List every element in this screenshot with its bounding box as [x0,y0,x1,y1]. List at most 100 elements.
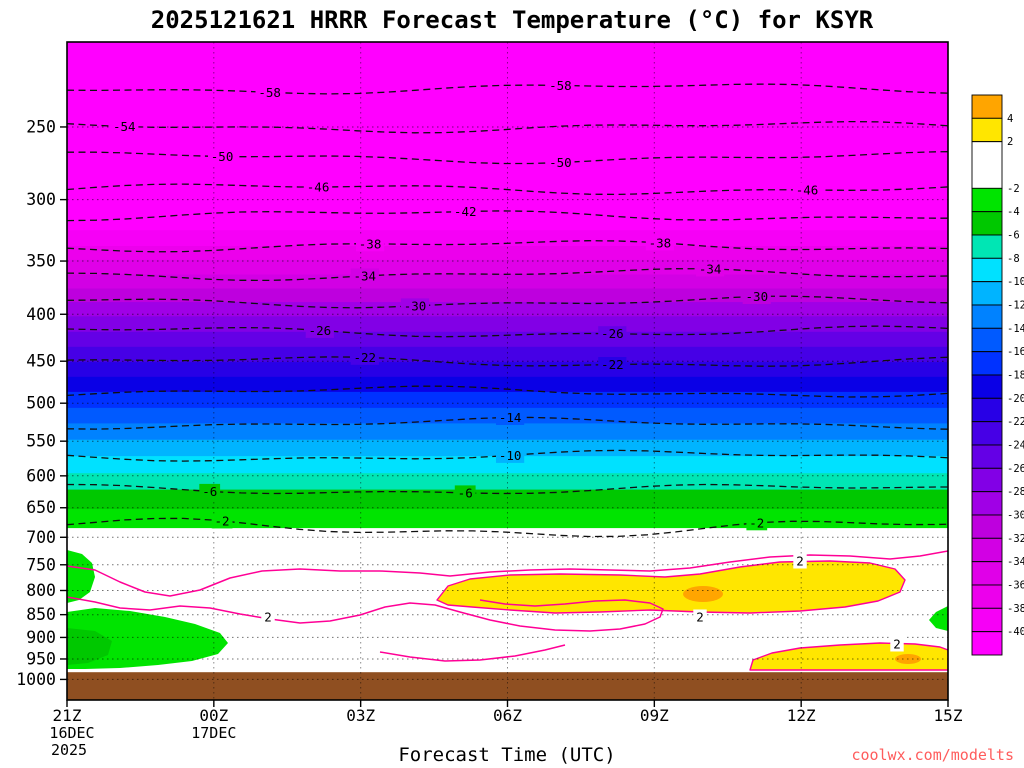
contour-label-halo [350,268,379,284]
contour-label: -6 [202,484,217,499]
colorbar-tick-label: 2 [1007,136,1013,148]
contour-label-halo [496,447,525,463]
colorbar-tick-label: -4 [1007,206,1020,218]
fill-band [67,316,948,333]
colorbar-tick-label: -20 [1007,393,1024,405]
colorbar-segment [971,374,1003,399]
contour-label-halo [305,322,334,338]
contour-label-halo [496,410,525,425]
colorbar-segment [971,141,1003,189]
contour-label-halo [400,298,430,314]
colorbar-segment [971,561,1003,586]
fill-band [67,672,948,700]
fill-band [67,346,948,363]
contour-label-halo [890,636,904,652]
x-tick-label: 00Z [199,706,228,725]
solid-contour-2C [67,596,664,632]
x-tick-label: 06Z [493,706,522,725]
contour-label-halo [645,235,674,251]
contour-label: -58 [549,78,572,93]
contour-line [67,240,948,253]
fill-band [67,456,948,474]
colorbar-segment [971,607,1003,633]
colorbar-segment [971,281,1003,306]
contour-label-halo [255,84,284,100]
colorbar-tick-label: -28 [1007,486,1024,498]
contour-label: -26 [309,323,332,338]
contour-label: -46 [796,183,819,198]
contour-label: -46 [307,180,330,195]
colorbar-tick-label: -8 [1007,253,1020,265]
contour-label: -34 [353,268,376,283]
colorbar-tick-label: -2 [1007,183,1020,195]
contour-label-halo [546,155,575,171]
contour-label-halo [546,77,575,93]
y-tick-label: 300 [26,190,56,209]
contour-label: -2 [215,513,230,528]
fill-band [67,362,948,378]
x-tick-label: 15Z [934,706,963,725]
warm-core-4C [683,586,723,602]
colorbar-segment [971,117,1003,143]
contour-line [67,120,948,134]
contour-label-halo [598,326,627,342]
colorbar-tick-label: -22 [1007,416,1024,428]
contour-label: -6 [458,485,473,500]
colorbar-segment [971,421,1003,446]
colorbar-segment [971,444,1003,469]
contour-line [67,268,948,282]
contour-label: -30 [746,289,769,304]
y-tick-label: 600 [26,466,56,485]
colorbar-tick-label: 4 [1007,113,1013,125]
fill-band [67,259,948,276]
x-tick-year: 2025 [51,741,87,759]
colorbar-segment [971,327,1003,353]
colorbar-tick-label: -10 [1007,276,1024,288]
cold-sliver-right [929,606,948,631]
chart-title: 2025121621 HRRR Forecast Temperature (°C… [150,6,874,34]
y-tick-label: 450 [26,352,56,371]
colorbar-segment [971,187,1003,213]
colorbar-tick-label: -36 [1007,580,1024,592]
fill-band [67,489,948,510]
contour-label-halo [356,236,385,252]
contour-label: -38 [359,236,382,251]
colorbar-tick-label: -14 [1007,323,1024,335]
contour-line [67,325,948,338]
colorbar-segment [971,94,1003,119]
y-tick-label: 750 [26,555,56,574]
y-tick-label: 850 [26,605,56,624]
contour-label: 2 [696,610,704,625]
contour-label-halo [696,261,725,277]
contour-label: -22 [601,357,624,372]
contour-label: 2 [264,610,272,625]
y-tick-label: 800 [26,581,56,600]
x-tick-date: 17DEC [191,724,236,742]
watermark-link[interactable]: coolwx.com/modelts [851,746,1014,764]
y-tick-label: 1000 [16,670,56,689]
contour-label-halo [793,553,807,569]
colorbar-segment [971,584,1003,609]
colorbar-tick-label: -12 [1007,300,1024,312]
contour-label-halo [693,609,707,625]
colorbar-tick-label: -24 [1007,440,1024,452]
colorbar-segment [971,397,1003,423]
fill-band [67,391,948,409]
contour-line [67,210,948,222]
fill-band [67,246,948,261]
contour-line [67,356,948,367]
colorbar-tick-label: -26 [1007,463,1024,475]
colorbar-segment [971,514,1003,539]
colorbar-tick-label: -34 [1007,556,1024,568]
fill-band [67,274,948,290]
colorbar-segment [971,491,1003,516]
y-tick-label: 250 [26,118,56,137]
y-tick-label: 550 [26,432,56,451]
contour-label-halo [208,149,237,164]
contour-label: -22 [353,350,376,365]
colorbar-segment [971,631,1003,656]
fill-band [67,230,948,247]
contour-label-halo [199,483,221,499]
